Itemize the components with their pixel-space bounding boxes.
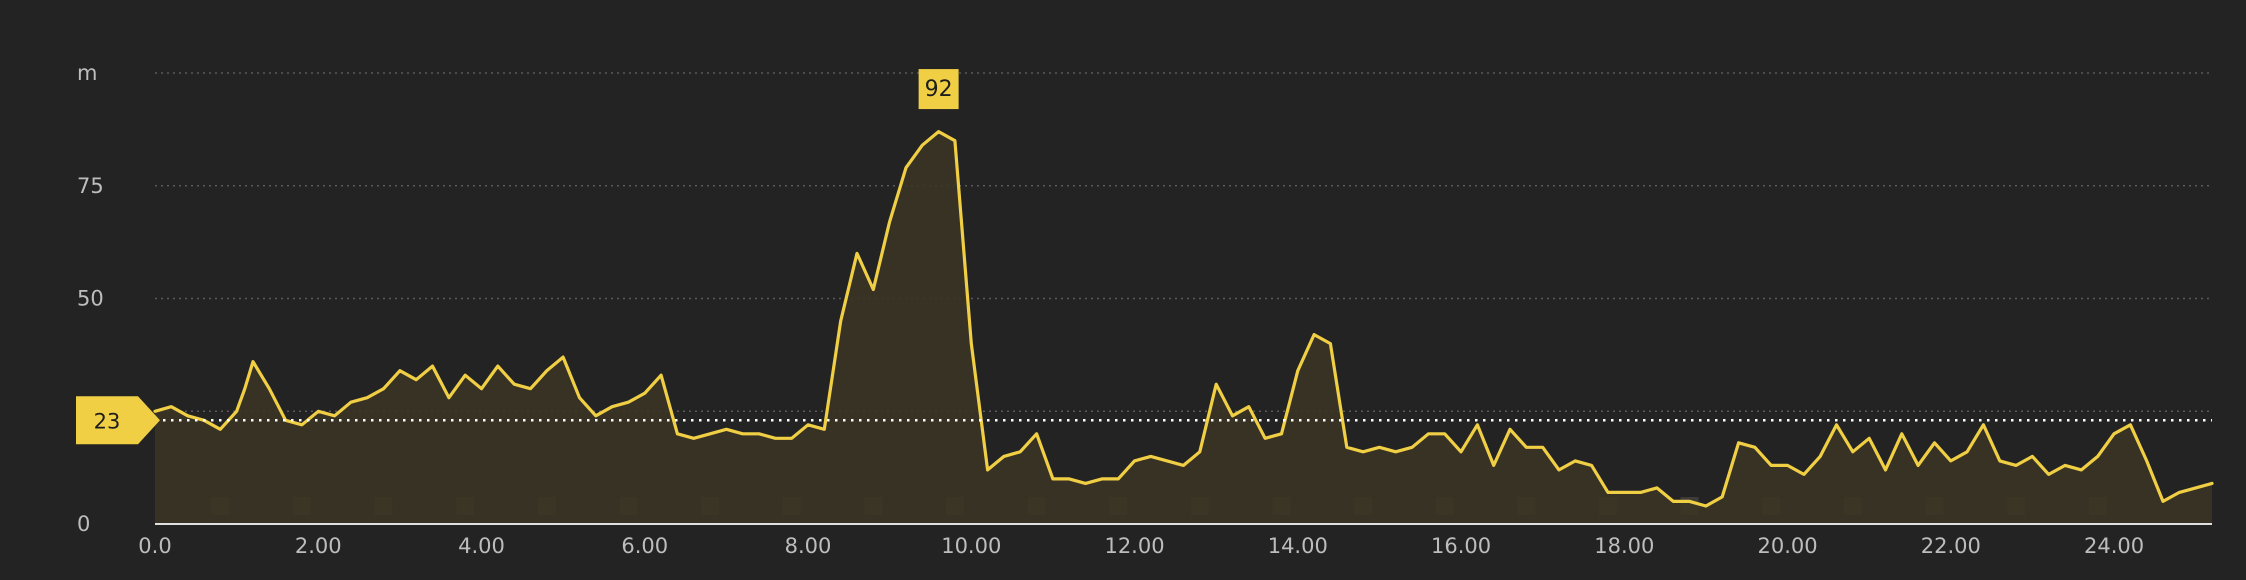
elevation-area (153, 130, 2214, 524)
tick-labels: 0 50 75 m 0.0 2.00 4.00 6.00 8.00 10.00 12.00 14.00… (77, 61, 2144, 558)
x-tick-label: 14.00 (1268, 534, 1328, 558)
gridlines (155, 72, 2212, 412)
x-tick-label: 24.00 (2084, 534, 2144, 558)
x-tick-label: 18.00 (1594, 534, 1654, 558)
x-tick-label: 12.00 (1104, 534, 1164, 558)
x-tick-label: 22.00 (1921, 534, 1981, 558)
x-tick-label: 20.00 (1757, 534, 1817, 558)
peak-badge (918, 69, 959, 110)
y-tick-label: 75 (77, 174, 104, 198)
y-tick-label: 50 (77, 287, 104, 311)
x-tick-label: 16.00 (1431, 534, 1491, 558)
average-badge-label: 23 (94, 409, 121, 433)
y-tick-label: m (77, 61, 97, 85)
x-tick-label: 10.00 (941, 534, 1001, 558)
average-badge (76, 396, 160, 445)
x-tick-label: 4.00 (458, 534, 505, 558)
series-line (153, 130, 2214, 508)
x-tick-label: 6.00 (621, 534, 668, 558)
y-tick-label: 0 (77, 512, 90, 536)
peak-badge-label: 92 (925, 77, 953, 102)
x-tick-label: 2.00 (295, 534, 342, 558)
x-tick-label: 0.0 (138, 534, 171, 558)
badges: 23 92 (76, 69, 959, 445)
series-area-fill (155, 131, 2212, 524)
x-tick-label: 8.00 (785, 534, 832, 558)
